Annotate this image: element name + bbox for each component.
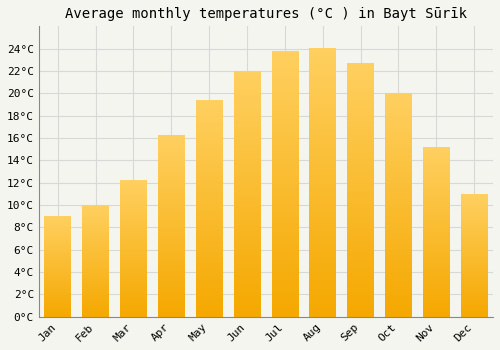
Title: Average monthly temperatures (°C ) in Bayt Sūrīk: Average monthly temperatures (°C ) in Ba… xyxy=(65,7,467,21)
